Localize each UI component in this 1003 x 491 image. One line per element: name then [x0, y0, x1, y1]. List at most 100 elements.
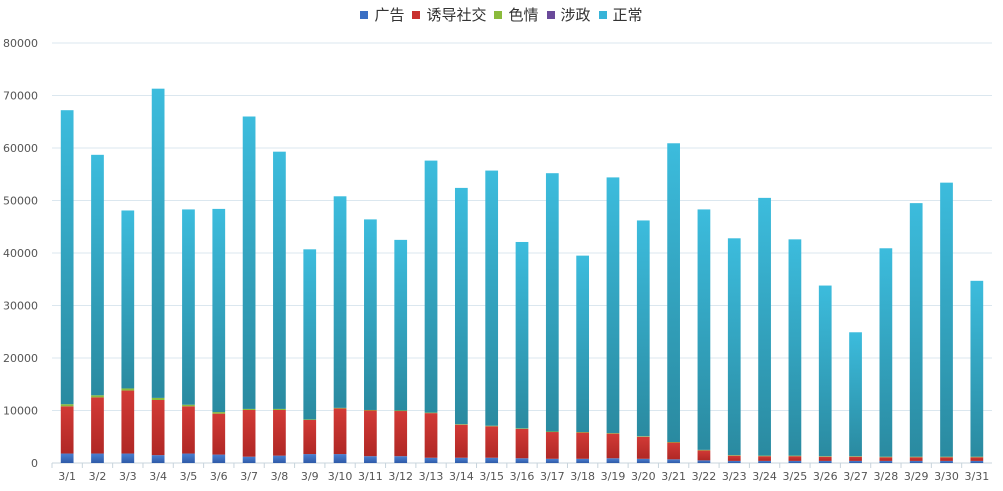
legend-item: 色情 — [494, 4, 539, 25]
bar-segment — [636, 220, 650, 437]
bars — [60, 88, 984, 463]
x-tick-label: 3/10 — [328, 470, 353, 483]
legend-item: 广告 — [360, 4, 404, 25]
y-tick-label: 30000 — [3, 300, 38, 313]
y-tick-label: 0 — [31, 457, 38, 470]
bar-segment — [818, 460, 832, 463]
x-tick-label: 3/11 — [358, 470, 383, 483]
x-tick-label: 3/9 — [301, 470, 319, 483]
y-tick-label: 10000 — [3, 405, 38, 418]
bar-segment — [273, 151, 286, 409]
bar-segment — [60, 404, 74, 407]
x-tick-label: 3/13 — [419, 470, 444, 483]
x-tick-label: 3/27 — [843, 470, 868, 483]
bar-segment — [303, 454, 317, 463]
bar-segment — [273, 408, 286, 410]
bar-segment — [121, 388, 135, 391]
bar-segment — [151, 400, 165, 456]
x-tick-label: 3/4 — [149, 470, 167, 483]
bar-segment — [545, 432, 559, 459]
legend-swatch — [412, 10, 421, 19]
chart-legend: 广告 诱导社交 色情 涉政 正常 — [0, 4, 1003, 25]
bar-segment — [788, 239, 802, 456]
bar-segment — [394, 456, 408, 463]
bar-segment — [697, 449, 711, 451]
bar-segment — [485, 457, 499, 463]
legend-label: 涉政 — [560, 6, 591, 24]
bar-segment — [970, 460, 984, 463]
y-tick-label: 60000 — [3, 142, 38, 155]
bar-segment — [364, 409, 377, 411]
bar-segment — [364, 219, 377, 410]
bar-segment — [91, 395, 104, 398]
bar-segment — [515, 428, 529, 429]
bar-segment — [515, 458, 529, 463]
bar-segment — [364, 410, 377, 457]
bar-segment — [303, 249, 317, 420]
bar-segment — [940, 456, 953, 458]
bar-segment — [940, 460, 953, 463]
bar-segment — [758, 455, 771, 457]
bar-segment — [606, 458, 620, 463]
bar-segment — [182, 453, 195, 463]
x-tick-label: 3/28 — [874, 470, 899, 483]
bar-segment — [242, 116, 256, 409]
x-tick-label: 3/3 — [119, 470, 137, 483]
bar-segment — [394, 239, 408, 411]
bar-segment — [576, 255, 590, 433]
bar-segment — [940, 457, 953, 461]
bar-segment — [182, 404, 195, 407]
bar-segment — [454, 457, 468, 463]
bar-segment — [60, 453, 74, 463]
y-tick-label: 20000 — [3, 352, 38, 365]
bar-segment — [576, 432, 590, 433]
bar-segment — [182, 406, 195, 454]
x-tick-label: 3/8 — [271, 470, 289, 483]
bar-segment — [788, 456, 802, 461]
bar-segment — [121, 390, 135, 454]
bar-segment — [151, 88, 165, 398]
x-tick-label: 3/20 — [631, 470, 656, 483]
bar-segment — [424, 412, 438, 414]
bar-segment — [879, 460, 893, 463]
bar-segment — [667, 459, 680, 463]
bar-segment — [424, 457, 438, 463]
y-tick-label: 80000 — [3, 37, 38, 50]
bar-segment — [606, 433, 620, 434]
bar-segment — [151, 455, 165, 463]
bar-segment — [606, 433, 620, 459]
bar-segment — [697, 450, 711, 461]
legend-label: 正常 — [612, 6, 643, 24]
bar-segment — [91, 453, 104, 463]
bar-segment — [727, 238, 741, 456]
bar-segment — [515, 428, 529, 459]
legend-item: 正常 — [598, 4, 643, 25]
bar-segment — [727, 460, 741, 463]
bar-segment — [273, 409, 286, 456]
bar-segment — [424, 413, 438, 458]
bar-segment — [454, 424, 468, 458]
legend-item: 诱导社交 — [412, 4, 486, 25]
legend-label: 广告 — [374, 6, 405, 24]
bar-segment — [636, 458, 650, 463]
bar-segment — [849, 456, 862, 461]
legend-swatch — [598, 10, 607, 19]
bar-segment — [758, 456, 771, 461]
legend-swatch — [546, 10, 555, 19]
x-tick-label: 3/19 — [601, 470, 626, 483]
legend-swatch — [360, 10, 369, 19]
x-tick-label: 3/21 — [661, 470, 686, 483]
x-tick-label: 3/31 — [964, 470, 989, 483]
bar-segment — [485, 170, 499, 426]
bar-segment — [576, 458, 590, 463]
bar-segment — [212, 413, 226, 455]
bar-segment — [940, 182, 953, 457]
bar-segment — [60, 110, 74, 405]
bar-segment — [424, 160, 438, 413]
x-tick-label: 3/6 — [210, 470, 228, 483]
bar-segment — [727, 455, 741, 456]
bar-segment — [333, 408, 347, 455]
bar-segment — [333, 454, 347, 463]
bar-segment — [303, 419, 317, 420]
bar-segment — [394, 411, 408, 457]
